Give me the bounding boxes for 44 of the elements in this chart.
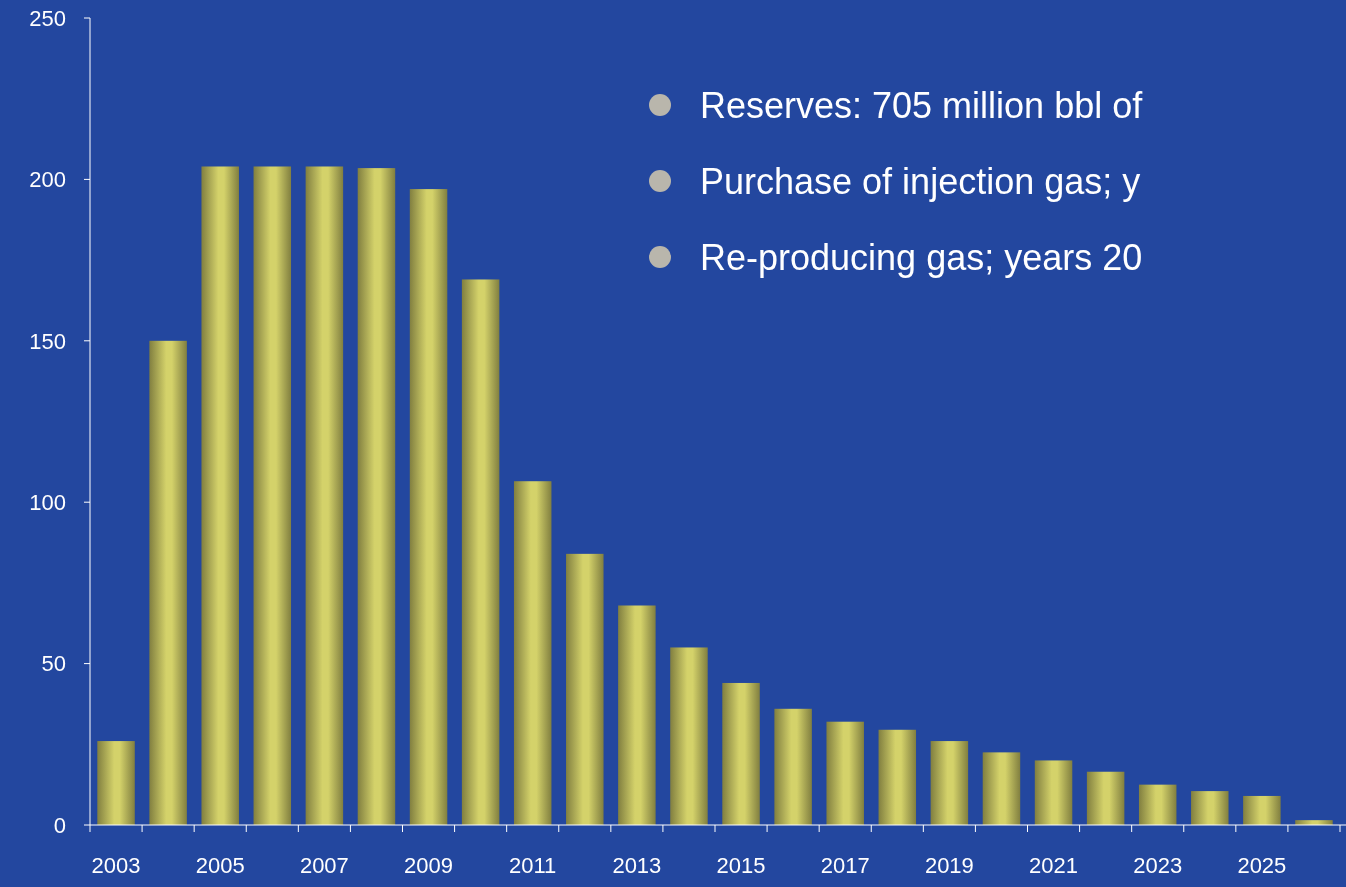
y-tick-label: 50 bbox=[41, 651, 66, 677]
bar bbox=[566, 553, 604, 825]
x-tick-label: 2025 bbox=[1237, 853, 1287, 878]
x-tick-label: 2015 bbox=[716, 853, 766, 878]
annotation: Re-producing gas; years 20 bbox=[700, 236, 1143, 278]
bar bbox=[982, 752, 1021, 825]
bar bbox=[357, 168, 396, 825]
bar bbox=[722, 682, 760, 825]
annotation: Reserves: 705 million bbl of bbox=[700, 84, 1144, 126]
bar bbox=[305, 166, 344, 825]
bar bbox=[1034, 760, 1073, 825]
bar bbox=[930, 741, 969, 825]
bar bbox=[201, 166, 239, 825]
x-tick-label: 2019 bbox=[924, 853, 974, 878]
bar bbox=[1138, 784, 1177, 825]
x-tick-label: 2011 bbox=[509, 853, 557, 878]
bar bbox=[1086, 771, 1125, 825]
bar bbox=[409, 189, 448, 825]
x-tick-label: 2023 bbox=[1133, 853, 1183, 878]
x-tick-label: 2003 bbox=[91, 853, 141, 878]
bar bbox=[253, 166, 292, 825]
bar bbox=[618, 605, 656, 825]
y-tick-label: 200 bbox=[29, 167, 66, 193]
bar bbox=[97, 741, 135, 825]
annotation: Purchase of injection gas; y bbox=[700, 160, 1141, 202]
bar bbox=[878, 729, 917, 825]
bar bbox=[774, 708, 812, 825]
x-tick-label: 2007 bbox=[299, 853, 349, 878]
y-tick-label: 100 bbox=[29, 489, 66, 515]
x-tick-label: 2017 bbox=[820, 853, 870, 878]
x-tick-label: 2021 bbox=[1029, 853, 1079, 878]
bar bbox=[149, 340, 187, 825]
y-tick-label: 150 bbox=[29, 328, 66, 354]
bar bbox=[826, 721, 864, 825]
y-tick-label: 0 bbox=[53, 812, 66, 838]
bar bbox=[513, 481, 552, 825]
x-tick-label: 2005 bbox=[195, 853, 245, 878]
x-tick-label: 2009 bbox=[404, 853, 454, 878]
bar bbox=[461, 279, 500, 825]
y-tick-label: 250 bbox=[29, 5, 66, 31]
bar bbox=[670, 647, 708, 825]
bar bbox=[1243, 795, 1281, 825]
bar bbox=[1191, 791, 1229, 825]
x-tick-label: 2013 bbox=[612, 853, 662, 878]
